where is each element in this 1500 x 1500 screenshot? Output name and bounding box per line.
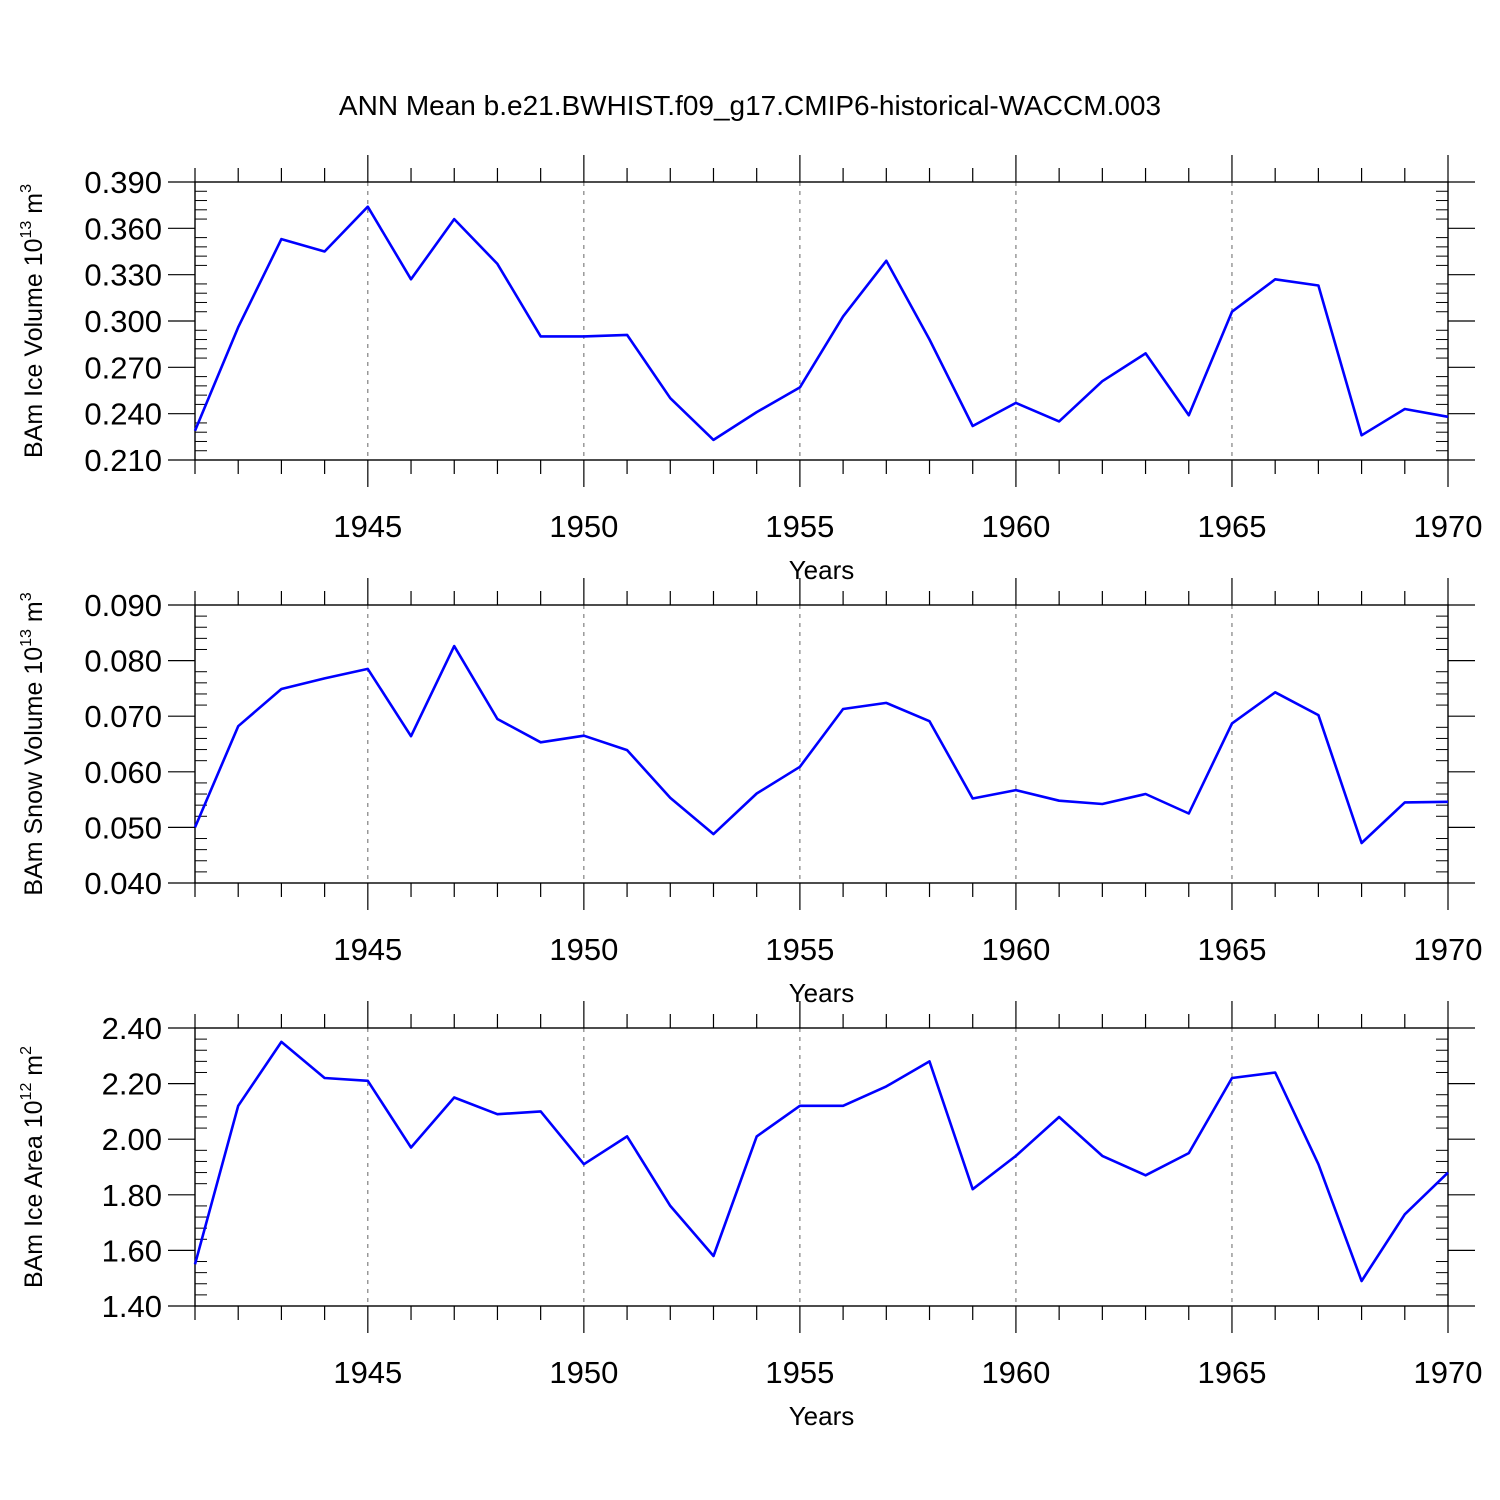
x-tick-label: 1955 xyxy=(765,932,834,967)
y-tick-label: 0.050 xyxy=(84,810,162,845)
panel-3: 1.40 1.60 1.80 2.00 2.20 2.40 1945 1950 1955 1960… xyxy=(18,1001,1482,1431)
x-tick-label: 1955 xyxy=(765,1355,834,1390)
x-axis-label: Years xyxy=(789,555,855,585)
x-axis-label: Years xyxy=(789,978,855,1008)
x-tick-label: 1945 xyxy=(333,509,402,544)
y-tick-label: 0.060 xyxy=(84,755,162,790)
y-tick-label: 0.210 xyxy=(84,443,162,478)
x-tick-label: 1960 xyxy=(981,1355,1050,1390)
y-tick-label: 2.40 xyxy=(102,1011,162,1046)
y-tick-label: 0.360 xyxy=(84,211,162,246)
x-tick-label: 1955 xyxy=(765,509,834,544)
y-tick-label: 2.00 xyxy=(102,1122,162,1157)
x-tick-label: 1950 xyxy=(549,932,618,967)
x-tick-label: 1950 xyxy=(549,1355,618,1390)
y-tick-label: 2.20 xyxy=(102,1067,162,1102)
series-line xyxy=(193,205,1449,442)
y-tick-label: 0.300 xyxy=(84,304,162,339)
x-tick-label: 1970 xyxy=(1414,932,1483,967)
y-axis-label: BAm Snow Volume 1013 m3 xyxy=(18,592,48,895)
x-tick-label: 1945 xyxy=(333,1355,402,1390)
y-axis-label: BAm Ice Area 1012 m2 xyxy=(18,1046,48,1288)
y-tick-label: 0.090 xyxy=(84,588,162,623)
plot-frame xyxy=(194,604,1449,884)
y-tick-label: 1.80 xyxy=(102,1178,162,1213)
x-tick-label: 1950 xyxy=(549,509,618,544)
y-tick-label: 0.330 xyxy=(84,258,162,293)
y-tick-label: 0.070 xyxy=(84,699,162,734)
y-tick-label: 1.40 xyxy=(102,1289,162,1324)
y-tick-label: 0.040 xyxy=(84,866,162,901)
x-axis-label: Years xyxy=(789,1401,855,1431)
x-tick-label: 1965 xyxy=(1197,509,1266,544)
x-tick-label: 1960 xyxy=(981,932,1050,967)
plot-frame xyxy=(194,181,1449,461)
x-tick-label: 1960 xyxy=(981,509,1050,544)
y-tick-label: 1.60 xyxy=(102,1233,162,1268)
y-tick-label: 0.240 xyxy=(84,397,162,432)
y-tick-label: 0.080 xyxy=(84,644,162,679)
plot-frame xyxy=(194,1027,1449,1307)
y-axis-label: BAm Ice Volume 1013 m3 xyxy=(18,184,48,458)
y-tick-label: 0.390 xyxy=(84,165,162,200)
x-tick-label: 1970 xyxy=(1414,1355,1483,1390)
x-tick-label: 1965 xyxy=(1197,1355,1266,1390)
x-tick-label: 1965 xyxy=(1197,932,1266,967)
series-line xyxy=(193,644,1449,845)
x-tick-label: 1945 xyxy=(333,932,402,967)
panel-1: 0.210 0.240 0.270 0.300 0.330 0.360 0.390 1945 1… xyxy=(18,155,1482,585)
figure-title: ANN Mean b.e21.BWHIST.f09_g17.CMIP6-hist… xyxy=(338,90,1162,121)
series-line xyxy=(193,1040,1449,1283)
x-tick-label: 1970 xyxy=(1414,509,1483,544)
panel-2: 0.040 0.050 0.060 0.070 0.080 0.090 1945 1950 19… xyxy=(18,578,1482,1008)
y-tick-label: 0.270 xyxy=(84,350,162,385)
